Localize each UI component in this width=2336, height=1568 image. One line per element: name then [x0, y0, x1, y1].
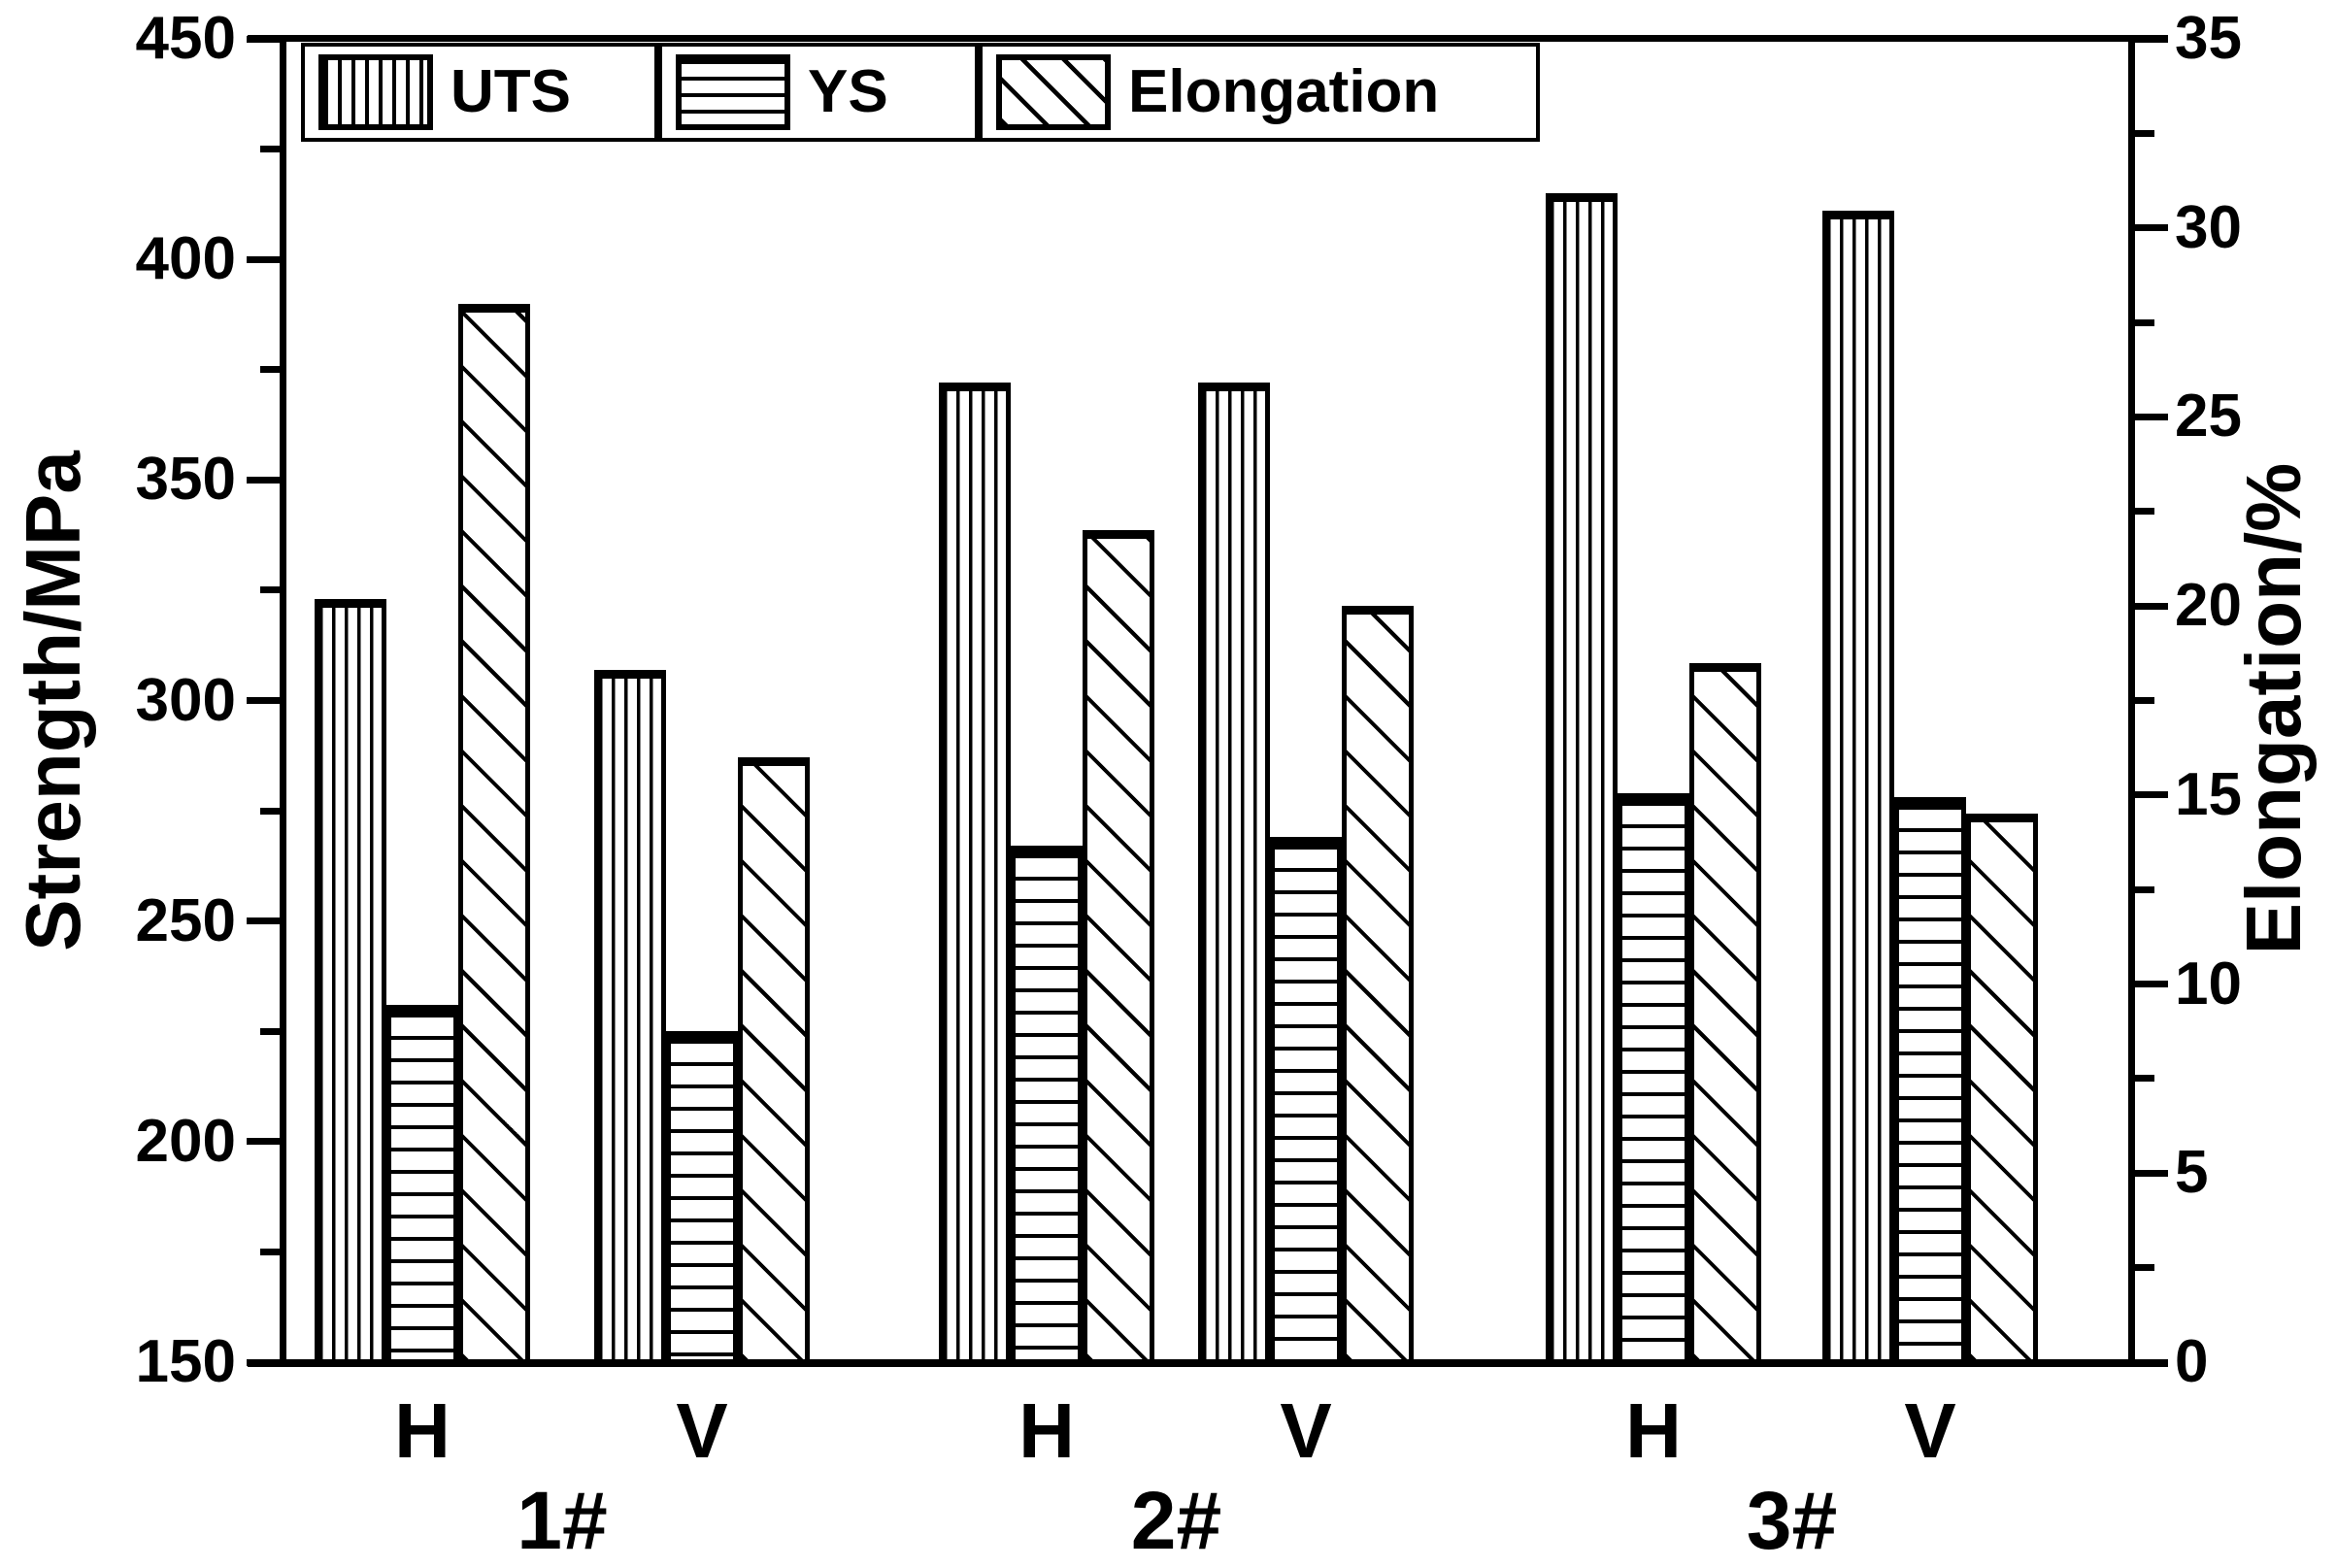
uts-bar — [594, 669, 666, 1359]
right-axis-tick-label: 10 — [2175, 950, 2242, 1018]
left-axis-major-tick — [247, 1358, 280, 1366]
right-axis-tick-label: 20 — [2175, 572, 2242, 640]
left-axis-major-tick — [247, 255, 280, 263]
ys-bar — [1011, 846, 1083, 1359]
uts-vertical-hatch-swatch-icon — [318, 54, 433, 130]
right-axis-tick-label: 35 — [2175, 5, 2242, 72]
right-axis-minor-tick — [2135, 697, 2154, 704]
right-axis-tick-label: 5 — [2175, 1139, 2209, 1207]
left-axis-tick-label: 300 — [135, 666, 236, 734]
category-label: V — [1904, 1387, 1956, 1474]
left-axis-minor-tick — [260, 146, 280, 153]
right-axis-minor-tick — [2135, 885, 2154, 893]
elongation-bar — [1083, 530, 1154, 1359]
left-axis-major-tick — [247, 917, 280, 925]
right-axis-major-tick — [2135, 413, 2168, 420]
right-axis-minor-tick — [2135, 1075, 2154, 1083]
ys-bar — [1270, 837, 1342, 1359]
elongation-bar — [1689, 662, 1761, 1359]
left-axis-minor-tick — [260, 366, 280, 374]
legend-label-ys: YS — [808, 58, 888, 125]
elongation-bar — [1342, 606, 1414, 1359]
legend-entry-uts: UTS — [301, 43, 658, 142]
group-label: 1# — [517, 1475, 608, 1566]
right-axis-major-tick — [2135, 1169, 2168, 1177]
left-axis-tick-label: 450 — [135, 5, 236, 72]
left-axis-major-tick — [247, 697, 280, 704]
elongation-bar — [1966, 814, 2038, 1359]
uts-bar — [1198, 383, 1270, 1359]
right-axis-major-tick — [2135, 35, 2168, 43]
category-label: H — [1018, 1387, 1075, 1474]
right-axis-minor-tick — [2135, 1264, 2154, 1272]
left-axis-minor-tick — [260, 1248, 280, 1255]
legend-label-uts: UTS — [451, 58, 571, 125]
uts-bar — [1822, 211, 1894, 1359]
category-label: V — [676, 1387, 728, 1474]
plot-bottom-border — [248, 1359, 2168, 1367]
ys-horizontal-hatch-swatch-icon — [676, 54, 790, 130]
left-axis-minor-tick — [260, 1027, 280, 1035]
plot-top-border — [248, 35, 2168, 42]
group-label: 2# — [1130, 1475, 1222, 1566]
right-axis-title: Elongation/% — [2230, 462, 2317, 955]
ys-bar — [1894, 797, 1966, 1359]
category-label: H — [394, 1387, 451, 1474]
right-axis-major-tick — [2135, 791, 2168, 799]
elongation-diagonal-hatch-swatch-icon — [996, 54, 1111, 130]
left-axis-minor-tick — [260, 586, 280, 594]
uts-bar — [315, 599, 386, 1359]
right-axis-minor-tick — [2135, 318, 2154, 326]
left-axis-major-tick — [247, 476, 280, 484]
elongation-bar — [458, 303, 530, 1359]
uts-bar — [1546, 193, 1618, 1359]
ys-bar — [1618, 792, 1689, 1359]
right-axis-minor-tick — [2135, 508, 2154, 516]
left-axis-tick-label: 350 — [135, 446, 236, 514]
right-axis-major-tick — [2135, 224, 2168, 232]
left-axis-major-tick — [247, 35, 280, 43]
legend-label-elongation: Elongation — [1128, 58, 1440, 125]
left-axis-spine — [280, 35, 286, 1367]
legend-entry-elongation: Elongation — [979, 43, 1540, 142]
left-axis-tick-label: 200 — [135, 1107, 236, 1175]
right-axis-major-tick — [2135, 981, 2168, 988]
group-label: 3# — [1746, 1475, 1838, 1566]
right-axis-tick-label: 30 — [2175, 193, 2242, 261]
right-axis-major-tick — [2135, 602, 2168, 610]
category-label: V — [1280, 1387, 1332, 1474]
left-axis-tick-label: 250 — [135, 886, 236, 954]
legend-entry-ys: YS — [658, 43, 979, 142]
left-axis-tick-label: 150 — [135, 1328, 236, 1395]
left-axis-title: Strength/MPa — [10, 450, 96, 951]
left-axis-tick-label: 400 — [135, 225, 236, 293]
left-axis-major-tick — [247, 1138, 280, 1146]
left-axis-minor-tick — [260, 807, 280, 815]
elongation-bar — [738, 756, 810, 1359]
ys-bar — [666, 1031, 738, 1359]
right-axis-spine — [2128, 35, 2135, 1367]
uts-bar — [939, 383, 1011, 1359]
right-axis-tick-label: 15 — [2175, 760, 2242, 828]
category-label: H — [1625, 1387, 1682, 1474]
right-axis-major-tick — [2135, 1358, 2168, 1366]
ys-bar — [386, 1004, 458, 1359]
right-axis-minor-tick — [2135, 129, 2154, 137]
right-axis-tick-label: 0 — [2175, 1328, 2209, 1395]
right-axis-tick-label: 25 — [2175, 383, 2242, 450]
